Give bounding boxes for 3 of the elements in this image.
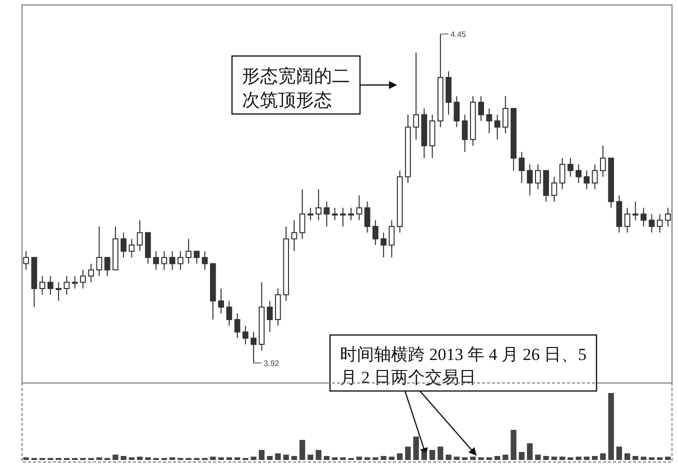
annotation: 3.92 [264, 359, 280, 368]
annotation: 4.45 [450, 30, 467, 39]
annotation: 形态宽阔的二次筑顶形态 [242, 66, 350, 110]
